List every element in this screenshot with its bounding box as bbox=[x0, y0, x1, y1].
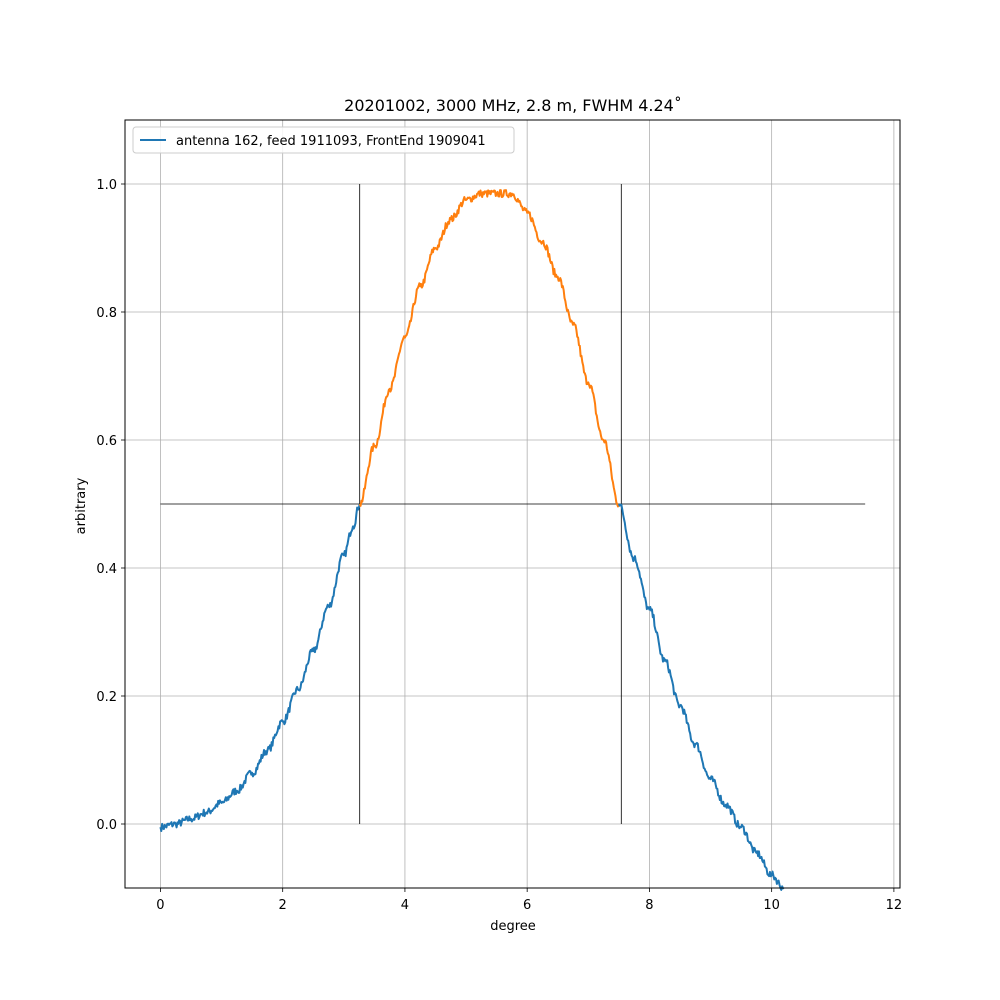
y-tick-label: 0.0 bbox=[96, 818, 117, 833]
x-tick-label: 4 bbox=[401, 898, 409, 913]
series-line-2 bbox=[617, 503, 785, 891]
y-tick-label: 1.0 bbox=[96, 178, 117, 193]
x-tick-label: 6 bbox=[523, 898, 531, 913]
x-axis-label: degree bbox=[490, 919, 536, 934]
series-line-0 bbox=[159, 503, 361, 833]
y-tick-label: 0.4 bbox=[96, 562, 117, 577]
y-tick-label: 0.8 bbox=[96, 306, 117, 321]
y-tick-label: 0.6 bbox=[96, 434, 117, 449]
y-axis-ticks: 0.0 0.2 0.4 0.6 0.8 1.0 bbox=[96, 178, 125, 833]
chart-title: 20201002, 3000 MHz, 2.8 m, FWHM 4.24˚ bbox=[344, 96, 682, 115]
x-tick-label: 12 bbox=[886, 898, 903, 913]
plot-frame bbox=[124, 119, 901, 889]
y-axis-label: arbitrary bbox=[74, 477, 89, 534]
x-tick-label: 8 bbox=[645, 898, 653, 913]
legend-box bbox=[132, 126, 515, 154]
series-line-1 bbox=[358, 189, 620, 508]
series-lines bbox=[159, 189, 785, 891]
y-tick-label: 0.2 bbox=[96, 690, 117, 705]
x-tick-label: 2 bbox=[279, 898, 287, 913]
legend: antenna 162, feed 1911093, FrontEnd 1909… bbox=[132, 126, 515, 154]
x-tick-label: 10 bbox=[763, 898, 780, 913]
x-tick-label: 0 bbox=[156, 898, 164, 913]
x-axis-ticks: 0 2 4 6 8 10 12 bbox=[156, 888, 902, 913]
legend-label: antenna 162, feed 1911093, FrontEnd 1909… bbox=[176, 134, 486, 149]
